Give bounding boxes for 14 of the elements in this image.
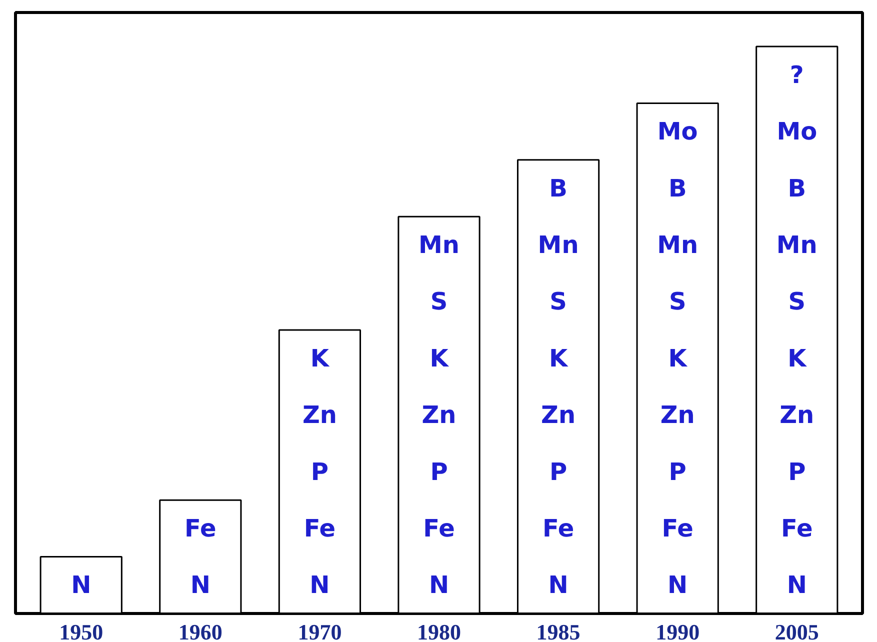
x-tick-label: 1950 [59,620,104,642]
annotation: B Mn S K Zn P Fe N [538,174,579,600]
annotation: Fe N [184,514,216,600]
text: Mo B Mn S K Zn P Fe N [657,118,698,600]
x-tick-label: 1980 [417,620,461,642]
x-tick-label: 2005 [774,620,819,642]
text: ? Mo B Mn S K Zn P Fe N [776,60,818,600]
x-tick-label: 1960 [178,620,222,642]
x-tick-label: 1970 [298,620,342,642]
annotation: N [71,571,92,600]
x-tick-label: 1990 [656,620,700,642]
annotation: K Zn P Fe N [302,344,337,600]
x-tick-label: 1985 [536,620,580,642]
annotation: Mn S K Zn P Fe N [418,230,460,600]
